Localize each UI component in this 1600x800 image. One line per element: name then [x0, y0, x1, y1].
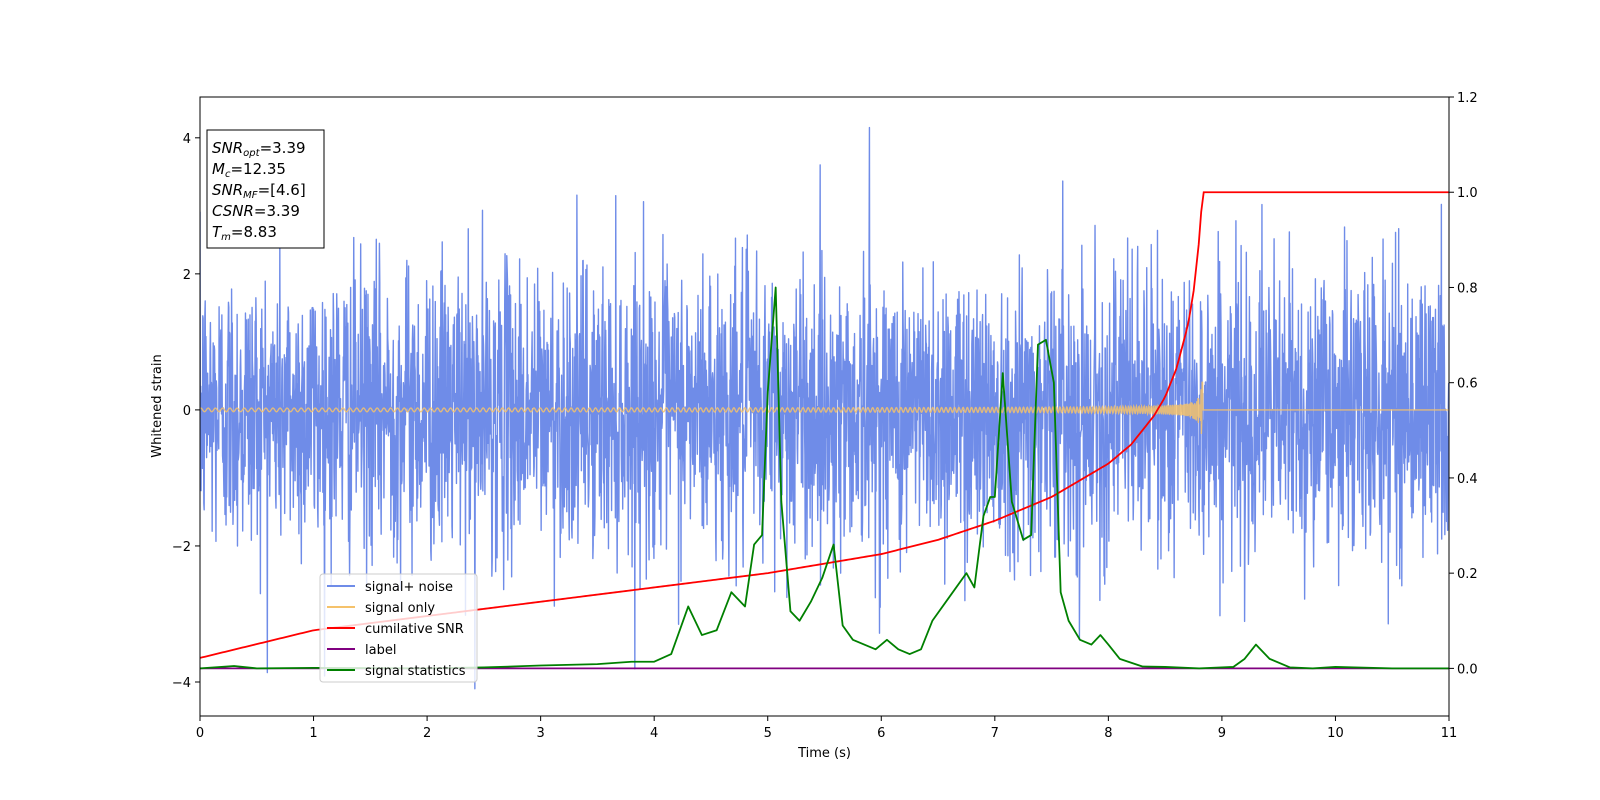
x-tick-label: 3: [536, 726, 544, 741]
annotation-frame: [206, 129, 325, 249]
x-tick-label: 10: [1327, 726, 1344, 741]
y-tick-label: 0: [183, 404, 191, 419]
y2-tick-label: 0.4: [1457, 472, 1478, 487]
annotation-line: Mc=12.35: [212, 160, 286, 180]
y2-tick-label: 0.0: [1457, 662, 1478, 677]
x-tick-label: 7: [991, 726, 999, 741]
series-signal-statistics: [200, 286, 1449, 670]
annotation-line: CSNR=3.39: [212, 202, 300, 220]
legend-entry: signal only: [365, 601, 435, 616]
y-axis-left: −4 −2 0 2 4: [172, 132, 200, 691]
x-tick-label: 5: [764, 726, 772, 741]
axes-frame: [199, 96, 1450, 717]
x-tick-label: 6: [877, 726, 885, 741]
y2-tick-label: 0.6: [1457, 377, 1478, 392]
y-axis-label: Whitened strain: [150, 354, 165, 457]
x-tick-label: 9: [1218, 726, 1226, 741]
series-signal-only: [200, 381, 1449, 434]
annotation-line: SNRMF=[4.6]: [212, 181, 306, 201]
y-axis-right: 0.0 0.2 0.4 0.6 0.8 1.0 1.2: [1449, 91, 1478, 677]
legend-entry: cumilative SNR: [365, 622, 464, 637]
legend-frame: [319, 573, 478, 683]
x-tick-label: 1: [309, 726, 317, 741]
y-tick-label: 4: [183, 132, 191, 147]
y-tick-label: −2: [172, 540, 191, 555]
legend-entry: label: [365, 643, 396, 658]
series-signal-noise: [200, 126, 1449, 690]
x-tick-label: 8: [1104, 726, 1112, 741]
y2-tick-label: 1.2: [1457, 91, 1478, 106]
x-tick-label: 11: [1441, 726, 1458, 741]
legend-entry: signal statistics: [365, 664, 466, 679]
x-tick-label: 0: [196, 726, 204, 741]
x-axis: 0 1 2 3 4 5 6 7 8 9 10 11: [196, 716, 1457, 741]
x-axis-label: Time (s): [797, 746, 851, 761]
y-tick-label: 2: [183, 268, 191, 283]
annotation-line: Tm=8.83: [212, 223, 277, 243]
y2-tick-label: 0.2: [1457, 567, 1478, 582]
x-tick-label: 2: [423, 726, 431, 741]
y-tick-label: −4: [172, 676, 191, 691]
legend-entry: signal+ noise: [365, 580, 453, 595]
legend: signal+ noise signal only cumilative SNR la…: [319, 573, 478, 683]
x-tick-label: 4: [650, 726, 658, 741]
y2-tick-label: 1.0: [1457, 186, 1478, 201]
annotation-line: SNRopt=3.39: [212, 139, 306, 159]
y2-tick-label: 0.8: [1457, 281, 1478, 296]
